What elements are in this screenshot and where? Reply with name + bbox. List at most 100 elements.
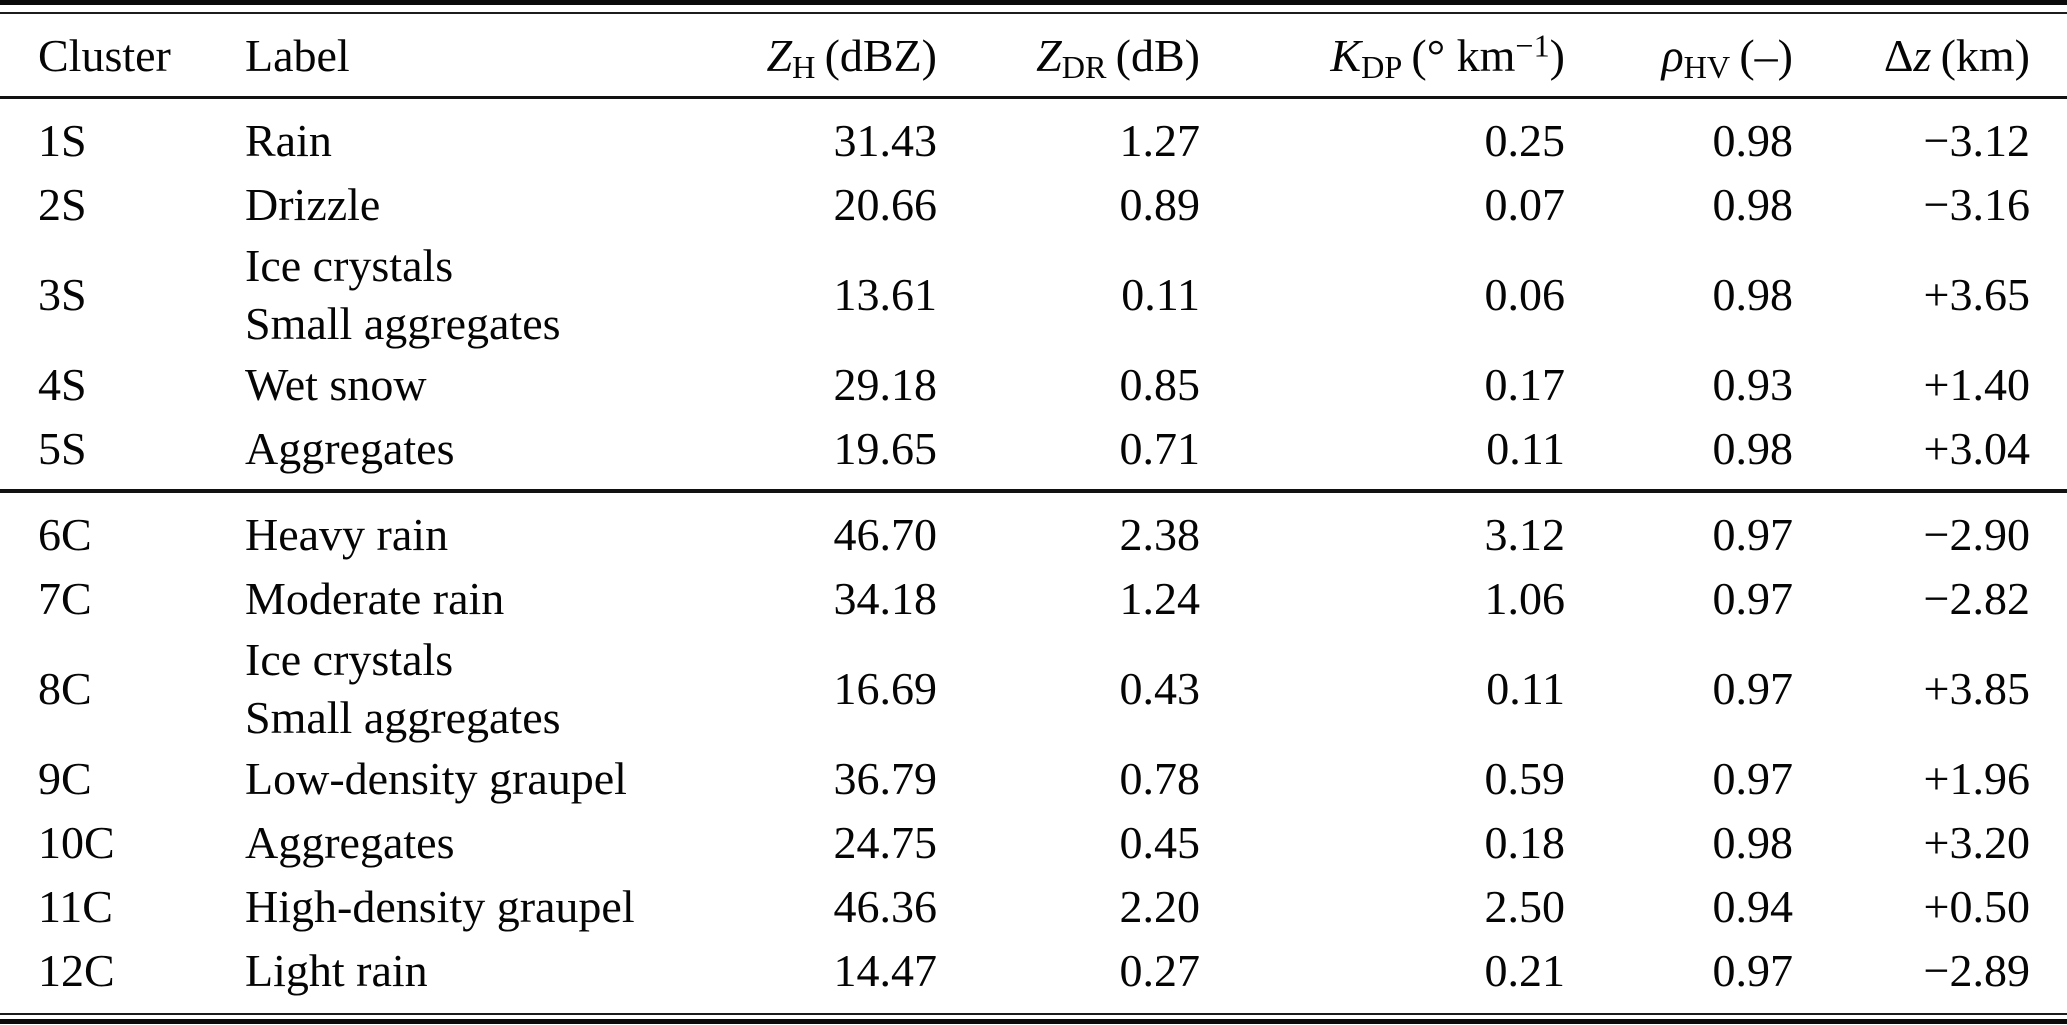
table-row: 5S Aggregates 19.65 0.71 0.11 0.98 +3.04 [0,417,2067,491]
label-cell: Drizzle [205,173,702,237]
label-line: Ice crystals [245,240,454,291]
kdp-cell: 1.06 [1484,573,1566,624]
zh-cell: 14.47 [833,945,938,996]
label-cell: Ice crystals Small aggregates [205,631,702,747]
cluster-cell: 9C [38,753,92,804]
header-symbol: Z [766,29,793,81]
table-row: 12C Light rain 14.47 0.27 0.21 0.97 −2.8… [0,939,2067,1013]
label-cell: Wet snow [205,353,702,417]
kdp-cell: 0.11 [1486,423,1565,474]
rhohv-cell: 0.93 [1712,359,1794,410]
dz-cell: −3.12 [1923,115,2030,166]
zh-cell: 46.36 [833,881,938,932]
dz-cell: +3.85 [1923,663,2030,714]
cluster-stats-table: Cluster Label ZH (dBZ) ZDR (dB) KDP (° km−1… [0,14,2067,1013]
header-subscript: HV [1683,48,1731,85]
dz-cell: +3.65 [1923,269,2030,320]
header-row: Cluster Label ZH (dBZ) ZDR (dB) KDP (° km−1… [0,14,2067,99]
kdp-cell: 0.59 [1484,753,1566,804]
label-line: Wet snow [245,359,427,410]
header-symbol: z [1913,29,1932,81]
header-symbol: K [1330,29,1362,81]
rhohv-cell: 0.97 [1712,945,1794,996]
header-symbol: Z [1036,29,1062,81]
label-cell: Aggregates [205,417,702,491]
col-header-label: Label [205,14,702,99]
kdp-cell: 0.17 [1484,359,1566,410]
zdr-cell: 0.78 [1119,753,1201,804]
label-cell: High-density graupel [205,875,702,939]
kdp-cell: 0.25 [1484,115,1566,166]
header-unit: (–) [1739,29,1793,81]
bottom-heavy-rule [0,1019,2067,1024]
label-cell: Light rain [205,939,702,1013]
zh-cell: 13.61 [833,269,938,320]
label-line: Rain [245,115,332,166]
label-cell: Rain [205,98,702,174]
header-unit: (km) [1940,29,2030,81]
rhohv-cell: 0.94 [1712,881,1794,932]
rhohv-cell: 0.98 [1712,179,1794,230]
zh-cell: 24.75 [833,817,938,868]
header-subscript: H [792,48,816,85]
label-line: Ice crystals [245,634,454,685]
header-text: Cluster [38,29,171,81]
header-unit: (dB) [1115,29,1200,81]
col-header-kdp: KDP (° km−1) [1200,14,1565,99]
table-row: 9C Low-density graupel 36.79 0.78 0.59 0… [0,747,2067,811]
rhohv-cell: 0.98 [1712,817,1794,868]
kdp-cell: 2.50 [1484,881,1566,932]
table-body: 1S Rain 31.43 1.27 0.25 0.98 −3.12 2S Dr… [0,98,2067,1014]
zh-cell: 31.43 [833,115,938,166]
table-row: 6C Heavy rain 46.70 2.38 3.12 0.97 −2.90 [0,489,2067,567]
label-cell: Moderate rain [205,567,702,631]
table-row: 1S Rain 31.43 1.27 0.25 0.98 −3.12 [0,98,2067,174]
col-header-dz: Δz (km) [1793,14,2067,99]
label-cell: Aggregates [205,811,702,875]
header-subscript: DP [1361,48,1403,85]
cluster-cell: 3S [38,269,87,320]
label-line: Aggregates [245,423,455,474]
label-cell: Ice crystals Small aggregates [205,237,702,353]
zdr-cell: 1.24 [1119,573,1201,624]
header-prefix: Δ [1883,29,1914,81]
zdr-cell: 0.27 [1119,945,1201,996]
dz-cell: −2.82 [1923,573,2030,624]
rhohv-cell: 0.98 [1712,423,1794,474]
rhohv-cell: 0.97 [1712,573,1794,624]
cluster-cell: 2S [38,179,87,230]
rhohv-cell: 0.98 [1712,269,1794,320]
cluster-cell: 11C [38,881,113,932]
cluster-cell: 5S [38,423,87,474]
kdp-cell: 0.21 [1484,945,1566,996]
label-cell: Low-density graupel [205,747,702,811]
header-unit: (dBZ) [824,29,937,81]
header-unit-close: ) [1549,29,1565,81]
table-row: 7C Moderate rain 34.18 1.24 1.06 0.97 −2… [0,567,2067,631]
table-row: 3S Ice crystals Small aggregates 13.61 0.… [0,237,2067,353]
rhohv-cell: 0.98 [1712,115,1794,166]
dz-cell: −2.90 [1793,489,2067,567]
label-line: Low-density graupel [245,753,627,804]
cluster-cell: 4S [38,359,87,410]
label-line: High-density graupel [245,881,635,932]
zdr-cell: 2.20 [1119,881,1201,932]
dz-cell: +0.50 [1923,881,2030,932]
dz-cell: −3.16 [1923,179,2030,230]
cluster-cell: 8C [38,663,92,714]
zh-cell: 34.18 [833,573,938,624]
rhohv-cell: 0.97 [1565,489,1793,567]
col-header-zdr: ZDR (dB) [937,14,1200,99]
label-cell: Heavy rain [205,489,702,567]
cluster-cell: 12C [38,945,115,996]
dz-cell: +3.04 [1923,423,2030,474]
kdp-cell: 3.12 [1200,489,1565,567]
header-text: Label [245,29,350,81]
zdr-cell: 0.85 [1119,359,1201,410]
label-line: Small aggregates [245,298,561,349]
col-header-rhohv: ρHV (–) [1565,14,1793,99]
zh-cell: 46.70 [702,489,937,567]
header-unit: (° km [1411,29,1516,81]
rhohv-cell: 0.97 [1712,753,1794,804]
